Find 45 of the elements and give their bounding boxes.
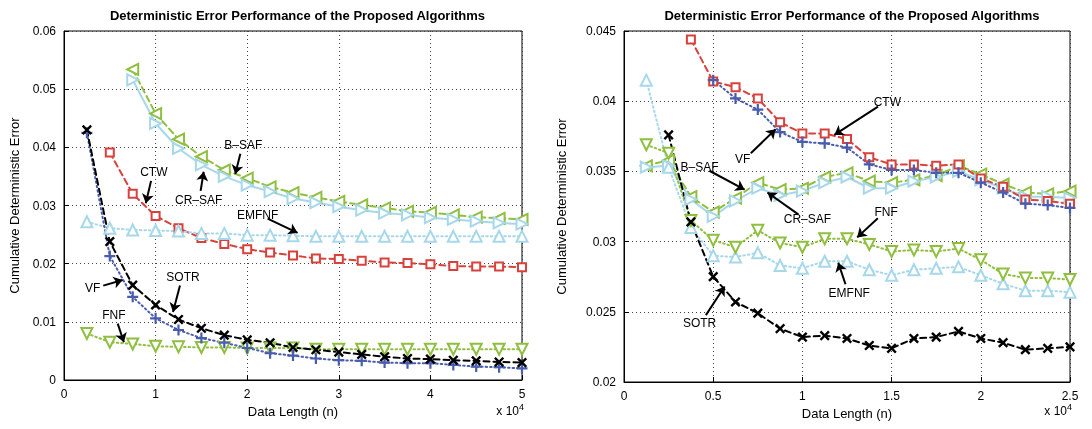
annotation: B–SAF [224, 138, 263, 153]
annotation: EMFNF [236, 207, 279, 222]
y-tick-label: 0.03 [32, 198, 57, 213]
x-tick-label: 1 [799, 389, 807, 403]
y-tick-label: 0.04 [592, 94, 617, 109]
y-tick-label: 0.01 [32, 314, 57, 329]
annotation: B–SAF [680, 159, 719, 174]
x-tick-label: 4 [427, 387, 435, 401]
x-tick-label: 1 [152, 387, 160, 401]
y-tick-label: 0.04 [32, 140, 57, 155]
y-tick-label: 0.03 [592, 234, 617, 249]
x-tick-label: 0.5 [704, 389, 722, 403]
annotation: CTW [873, 94, 902, 109]
annotation: CR–SAF [783, 212, 832, 227]
annotation: CR–SAF [175, 192, 223, 207]
y-tick-label: 0.035 [585, 164, 617, 179]
x-axis-title: Data Length (n) [801, 405, 893, 421]
x-tick-label: 0 [60, 387, 68, 401]
x-tick-label: 2 [977, 389, 985, 403]
annotation: FNF [874, 205, 898, 220]
x-tick-label: 1.5 [883, 389, 901, 403]
annotation: CTW [140, 165, 169, 180]
y-tick-label: 0.05 [32, 82, 57, 97]
y-tick-label: 0.02 [32, 256, 57, 271]
y-tick-label: 0 [49, 373, 57, 387]
y-axis-title: Cumulative Deterministic Error [554, 117, 569, 295]
annotation: SOTR [682, 315, 717, 330]
x-tick-label: 0 [620, 389, 628, 403]
chart-title: Deterministic Error Performance of the Proposed Algorithms [109, 8, 486, 23]
x-tick-label: 2.5 [1061, 389, 1079, 403]
x-axis-title: Data Length (n) [247, 403, 339, 419]
y-axis-title: Cumulative Deterministic Error [7, 116, 22, 294]
y-tick-label: 0.06 [32, 24, 57, 38]
chart-title: Deterministic Error Performance of the Proposed Algorithms [664, 8, 1040, 23]
annotation: FNF [102, 308, 126, 323]
annotation: VF [84, 280, 101, 295]
annotation: VF [734, 152, 751, 167]
x-tick-label: 3 [335, 387, 343, 401]
annotation: EMFNF [828, 285, 870, 300]
y-tick-label: 0.02 [592, 375, 617, 389]
y-tick-label: 0.025 [585, 304, 617, 319]
x-tick-label: 2 [243, 387, 251, 401]
y-tick-label: 0.045 [585, 24, 617, 38]
annotation: SOTR [166, 269, 200, 284]
x-tick-label: 5 [518, 387, 526, 401]
